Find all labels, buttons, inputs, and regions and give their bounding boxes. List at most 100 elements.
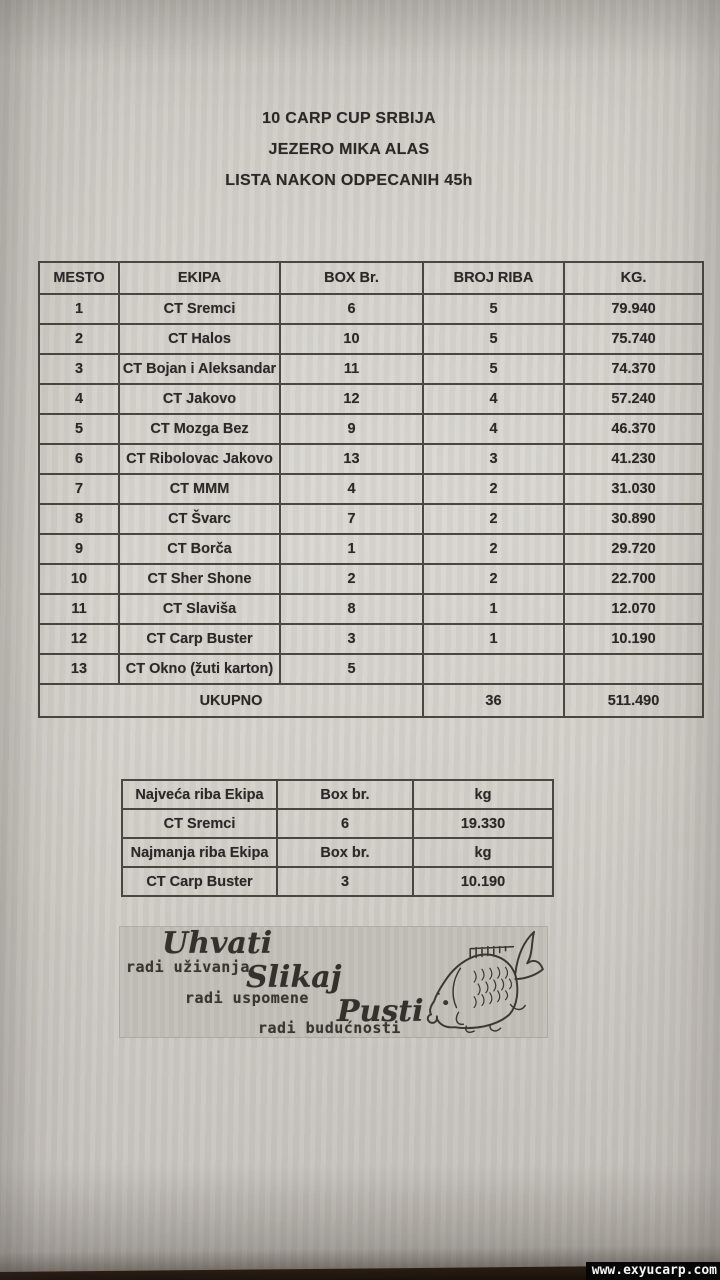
cell-broj-riba: 2 bbox=[422, 563, 565, 595]
cell-broj-riba: 2 bbox=[422, 473, 565, 505]
cell-ekipa: CT Sremci bbox=[118, 293, 281, 325]
table-row: 2 CT Halos 10 5 75.740 bbox=[38, 323, 704, 355]
cell-broj-riba: 1 bbox=[422, 593, 565, 625]
banner-word-pusti: Pusti bbox=[337, 994, 424, 1029]
catch-photo-release-banner: Uhvati radi uživanja Slikaj radi uspomen… bbox=[120, 927, 547, 1037]
total-broj-riba: 36 bbox=[422, 683, 565, 718]
cell-box-br: 5 bbox=[279, 653, 424, 685]
cell-mesto: 4 bbox=[38, 383, 120, 415]
banner-word-uhvati: Uhvati bbox=[162, 926, 273, 961]
cell-label: CT Carp Buster bbox=[121, 866, 278, 897]
cell-broj-riba: 5 bbox=[422, 323, 565, 355]
cell-label: Najmanja riba Ekipa bbox=[121, 837, 278, 868]
table-row: Najmanja riba Ekipa Box br. kg bbox=[121, 837, 554, 868]
cell-kg: 57.240 bbox=[563, 383, 704, 415]
cell-box-br: 4 bbox=[279, 473, 424, 505]
cell-kg: 29.720 bbox=[563, 533, 704, 565]
total-row: UKUPNO 36 511.490 bbox=[38, 683, 704, 718]
cell-broj-riba: 5 bbox=[422, 353, 565, 385]
cell-kg: 10.190 bbox=[563, 623, 704, 655]
cell-ekipa: CT Carp Buster bbox=[118, 623, 281, 655]
cell-ekipa: CT Mozga Bez bbox=[118, 413, 281, 445]
cell-box-br: 13 bbox=[279, 443, 424, 475]
cell-kg: 19.330 bbox=[412, 808, 554, 839]
cell-kg: 79.940 bbox=[563, 293, 704, 325]
cell-box: 6 bbox=[276, 808, 414, 839]
cell-broj-riba bbox=[422, 653, 565, 685]
cell-mesto: 13 bbox=[38, 653, 120, 685]
document-titles: 10 CARP CUP SRBIJA JEZERO MIKA ALAS LIST… bbox=[38, 110, 660, 189]
cell-kg: 30.890 bbox=[563, 503, 704, 535]
cell-kg: kg bbox=[412, 779, 554, 810]
banner-sub-uzivanja: radi uživanja bbox=[126, 958, 250, 976]
table-row: 6 CT Ribolovac Jakovo 13 3 41.230 bbox=[38, 443, 704, 475]
header-ekipa: EKIPA bbox=[118, 261, 281, 295]
cell-broj-riba: 4 bbox=[422, 383, 565, 415]
banner-word-slikaj: Slikaj bbox=[246, 960, 342, 995]
cell-box-br: 2 bbox=[279, 563, 424, 595]
cell-broj-riba: 4 bbox=[422, 413, 565, 445]
cell-broj-riba: 2 bbox=[422, 533, 565, 565]
cell-mesto: 5 bbox=[38, 413, 120, 445]
cell-mesto: 12 bbox=[38, 623, 120, 655]
cell-broj-riba: 5 bbox=[422, 293, 565, 325]
results-header-row: MESTO EKIPA BOX Br. BROJ RIBA KG. bbox=[38, 261, 704, 295]
cell-kg: 41.230 bbox=[563, 443, 704, 475]
cell-kg: 75.740 bbox=[563, 323, 704, 355]
cell-ekipa: CT Sher Shone bbox=[118, 563, 281, 595]
cell-ekipa: CT Borča bbox=[118, 533, 281, 565]
table-row: 4 CT Jakovo 12 4 57.240 bbox=[38, 383, 704, 415]
table-row: Najveća riba Ekipa Box br. kg bbox=[121, 779, 554, 810]
cell-kg: kg bbox=[412, 837, 554, 868]
cell-box-br: 10 bbox=[279, 323, 424, 355]
cell-mesto: 11 bbox=[38, 593, 120, 625]
cell-kg bbox=[563, 653, 704, 685]
total-label: UKUPNO bbox=[38, 683, 424, 718]
cell-mesto: 1 bbox=[38, 293, 120, 325]
table-row: 1 CT Sremci 6 5 79.940 bbox=[38, 293, 704, 325]
table-row: 3 CT Bojan i Aleksandar 11 5 74.370 bbox=[38, 353, 704, 385]
cell-box-br: 8 bbox=[279, 593, 424, 625]
table-row: 5 CT Mozga Bez 9 4 46.370 bbox=[38, 413, 704, 445]
cell-mesto: 3 bbox=[38, 353, 120, 385]
table-row: 11 CT Slaviša 8 1 12.070 bbox=[38, 593, 704, 625]
cell-kg: 22.700 bbox=[563, 563, 704, 595]
table-row: 12 CT Carp Buster 3 1 10.190 bbox=[38, 623, 704, 655]
cell-kg: 10.190 bbox=[412, 866, 554, 897]
header-kg: KG. bbox=[563, 261, 704, 295]
biggest-smallest-fish-table: Najveća riba Ekipa Box br. kg CT Sremci … bbox=[121, 779, 554, 897]
cell-kg: 31.030 bbox=[563, 473, 704, 505]
cell-ekipa: CT Jakovo bbox=[118, 383, 281, 415]
header-mesto: MESTO bbox=[38, 261, 120, 295]
cell-ekipa: CT Halos bbox=[118, 323, 281, 355]
cell-broj-riba: 3 bbox=[422, 443, 565, 475]
cell-broj-riba: 2 bbox=[422, 503, 565, 535]
cell-box: 3 bbox=[276, 866, 414, 897]
cell-box-br: 1 bbox=[279, 533, 424, 565]
cell-broj-riba: 1 bbox=[422, 623, 565, 655]
cell-box-br: 3 bbox=[279, 623, 424, 655]
cell-mesto: 6 bbox=[38, 443, 120, 475]
cell-mesto: 2 bbox=[38, 323, 120, 355]
total-kg: 511.490 bbox=[563, 683, 704, 718]
banner-sub-uspomene: radi uspomene bbox=[185, 989, 309, 1007]
cell-kg: 74.370 bbox=[563, 353, 704, 385]
cell-label: CT Sremci bbox=[121, 808, 278, 839]
table-row: 8 CT Švarc 7 2 30.890 bbox=[38, 503, 704, 535]
table-row: CT Carp Buster 3 10.190 bbox=[121, 866, 554, 897]
cell-box-br: 11 bbox=[279, 353, 424, 385]
title-event: 10 CARP CUP SRBIJA bbox=[262, 110, 436, 127]
cell-ekipa: CT Švarc bbox=[118, 503, 281, 535]
table-row: CT Sremci 6 19.330 bbox=[121, 808, 554, 839]
cell-mesto: 10 bbox=[38, 563, 120, 595]
cell-mesto: 8 bbox=[38, 503, 120, 535]
carp-fish-icon bbox=[426, 930, 544, 1033]
cell-box-br: 6 bbox=[279, 293, 424, 325]
cell-kg: 46.370 bbox=[563, 413, 704, 445]
website-watermark: www.exyucarp.com bbox=[585, 1262, 720, 1280]
cell-box-br: 7 bbox=[279, 503, 424, 535]
cell-ekipa: CT MMM bbox=[118, 473, 281, 505]
header-box-br: BOX Br. bbox=[279, 261, 424, 295]
title-list-info: LISTA NAKON ODPECANIH 45h bbox=[225, 172, 473, 189]
